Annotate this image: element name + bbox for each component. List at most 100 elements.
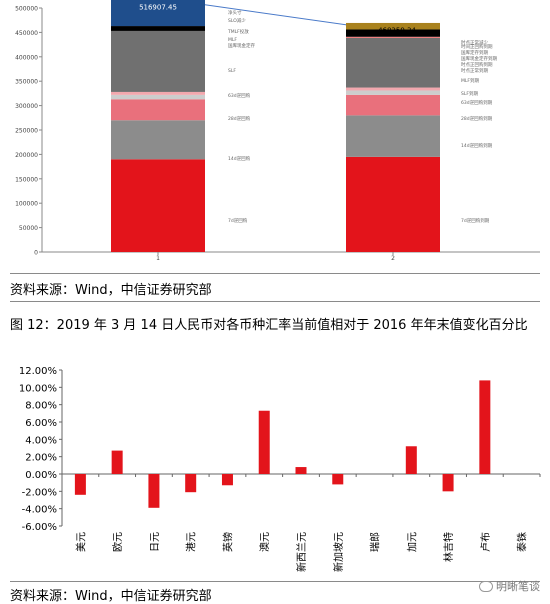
chart2-axes	[59, 369, 541, 527]
chart1-left-annotation: 国库现金定存	[228, 42, 255, 49]
chart1-bar-segment	[111, 0, 205, 27]
chart1-y-tick-label: 500000	[15, 6, 38, 13]
chart2-bar	[405, 446, 417, 474]
fx-change-bar-chart: -6.00% -4.00% -2.00% 0.00% 2.00% 4.00% 6.00% 8.…	[19, 366, 541, 572]
chart2-source: 资料来源：Wind，中信证券研究部	[10, 589, 212, 604]
chart2-y-tick-label: 4.00%	[25, 435, 57, 446]
chart1-total-label: 468359.34	[378, 26, 416, 34]
chart1-left-annotation: 63d逆回购	[228, 92, 251, 99]
chart1-y-tick-label: 150000	[15, 176, 38, 183]
chart1-bar-segment	[346, 29, 440, 37]
chart1-right-annotation: 国库定存到期	[461, 49, 488, 56]
chart2-category-label: 瑞郎	[369, 532, 382, 552]
watermark-text: 明晰笔谈	[496, 580, 540, 593]
chart1-bar-segment	[346, 37, 440, 88]
chart2-category-label: 加元	[406, 532, 418, 552]
chart1-y-tick-label: 50000	[19, 225, 38, 232]
chart2-y-tick-label: -6.00%	[22, 522, 57, 533]
chart1-bar-segment	[111, 159, 205, 252]
chart2-category-label: 泰铢	[516, 532, 529, 552]
chart1-bars	[111, 0, 440, 252]
chart2-bars	[74, 380, 491, 508]
chart1-bar-segment	[111, 26, 205, 31]
source2-rule	[10, 581, 540, 582]
chart2-bar	[148, 474, 160, 508]
chart1-right-annotation: 时点正常到期	[461, 67, 488, 74]
chart1-bar-segment	[111, 91, 205, 95]
chart2-bar	[332, 474, 344, 485]
chart1-y-tick-label: 450000	[15, 30, 38, 37]
chart1-right-annotation: MLF到期	[461, 77, 479, 84]
chart2-bar	[185, 474, 197, 493]
chart2-category-label: 澳元	[258, 532, 271, 552]
chart2-category-label: 新西兰元	[295, 532, 308, 572]
chart1-bar-segment	[346, 94, 440, 116]
chart1-right-annotation: 28d逆回购到期	[461, 115, 493, 122]
chart1-y-tick-label: 0	[34, 250, 38, 257]
chart1-left-annotation: SLF	[228, 68, 236, 74]
watermark: 明晰笔谈	[479, 578, 540, 594]
liquidity-stacked-bar-chart: 0 50000 100000 150000 200000 250000 300000 3500…	[15, 0, 540, 262]
chart1-right-annotation: 14d逆回购到期	[461, 142, 493, 149]
chart2-category-label: 港元	[186, 532, 198, 552]
chart2-y-tick-label: 12.00%	[19, 366, 57, 377]
chart1-left-annotation: 14d逆回购	[228, 155, 251, 162]
chart1-y-tick-label: 200000	[15, 152, 38, 159]
chart2-labels: -6.00% -4.00% -2.00% 0.00% 2.00% 4.00% 6.00% 8.…	[19, 366, 529, 572]
chart2-category-label: 美元	[74, 532, 87, 552]
chart2-category-label: 欧元	[112, 532, 124, 552]
chart1-right-annotation: 时点正回购到期	[461, 61, 493, 68]
chart2-bar	[258, 410, 270, 474]
chart1-right-annotation: SLF到期	[461, 90, 478, 97]
chart1-bar-segment	[346, 90, 440, 95]
chart2-y-tick-label: 8.00%	[25, 401, 57, 412]
chart1-bar-segment	[346, 87, 440, 91]
chart1-total-label: 516907.45	[139, 4, 177, 12]
chart1-right-annotation: 时点正常减少	[461, 39, 488, 46]
chart1-right-annotation: 时间正回购到期	[461, 43, 493, 50]
source-top-rule	[10, 273, 540, 274]
chart2-bar	[479, 380, 491, 474]
chart1-left-annotation: SLO减少	[228, 17, 246, 24]
chart1-left-annotation: 净头寸	[228, 9, 242, 16]
chart2-category-label: 林吉特	[442, 532, 455, 562]
chart1-bar-segment	[111, 99, 205, 121]
wechat-icon	[479, 580, 493, 592]
chart2-y-tick-label: -2.00%	[22, 487, 57, 498]
chart2-bar	[442, 474, 454, 492]
chart2-y-tick-label: 0.00%	[25, 470, 57, 481]
chart1-source: 资料来源：Wind，中信证券研究部	[10, 283, 212, 298]
chart1-x-tick-label: 1	[156, 255, 160, 262]
chart1-left-annotation: TMLF投放	[227, 28, 249, 35]
chart2-bar	[221, 474, 233, 486]
chart1-bar-segment	[111, 120, 205, 160]
chart1-right-annotation: 63d逆回购到期	[461, 99, 493, 106]
chart2-bar	[111, 450, 123, 474]
chart1-left-annotation: MLF	[228, 37, 237, 43]
chart1-bar-segment	[111, 30, 205, 92]
chart1-y-tick-label: 100000	[15, 201, 38, 208]
chart2-category-label: 英镑	[221, 532, 234, 552]
chart2-y-tick-label: 10.00%	[19, 383, 57, 394]
chart1-bar-segment	[346, 115, 440, 157]
chart1-y-tick-label: 350000	[15, 79, 38, 86]
source-bottom-rule	[10, 301, 540, 302]
chart2-bar	[295, 467, 307, 474]
chart2-category-label: 卢布	[479, 532, 492, 552]
chart1-bar-segment	[346, 36, 440, 38]
chart1-left-annotation: 28d逆回购	[228, 115, 251, 122]
chart1-x-tick-label: 2	[391, 255, 395, 262]
chart1-y-tick-label: 400000	[15, 54, 38, 61]
chart1-labels: 0 50000 100000 150000 200000 250000 300000 3500…	[15, 4, 497, 262]
chart2-y-tick-label: 2.00%	[25, 453, 57, 464]
chart2-y-tick-label: 6.00%	[25, 418, 57, 429]
chart1-y-tick-label: 250000	[15, 128, 38, 135]
chart1-right-annotation: 7d逆回购到期	[461, 217, 490, 224]
chart1-right-annotation: 国库现金定存到期	[461, 55, 497, 62]
chart1-bar-segment	[346, 22, 440, 30]
chart1-bar-segment	[346, 156, 440, 252]
chart2-y-tick-label: -4.00%	[22, 505, 57, 516]
chart2-bar	[74, 474, 86, 495]
chart1-bar-segment	[111, 94, 205, 100]
figure-title: 图 12：2019 年 3 月 14 日人民币对各币种汇率当前值相对于 2016…	[10, 318, 528, 333]
